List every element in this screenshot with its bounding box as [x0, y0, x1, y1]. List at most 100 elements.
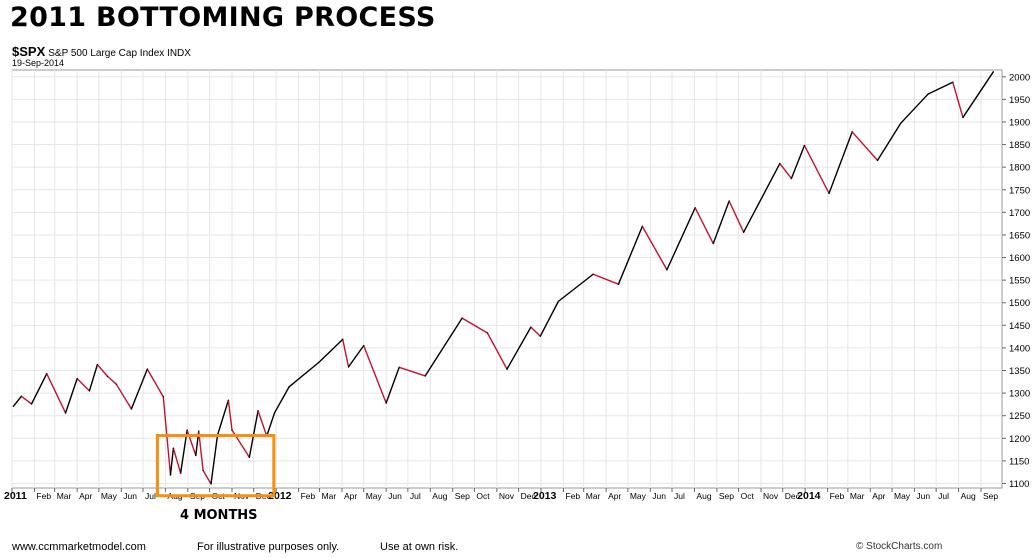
footer-site[interactable]: www.ccmmarketmodel.com [12, 541, 146, 553]
price-point [186, 429, 188, 431]
price-segment [342, 338, 350, 368]
price-point [64, 412, 67, 414]
price-point [666, 269, 668, 271]
price-point [828, 192, 830, 194]
y-tick-label: 1700 [1009, 208, 1030, 219]
price-point [557, 300, 559, 302]
price-point [46, 373, 48, 375]
x-tick-label: Apr [344, 491, 357, 501]
ticker-line: $SPX S&P 500 Large Cap Index INDX [12, 44, 191, 59]
x-tick-label: Oct [476, 491, 490, 501]
price-point [172, 447, 174, 449]
price-segment [424, 317, 463, 377]
y-tick-label: 1600 [1009, 253, 1030, 264]
price-point [461, 317, 463, 319]
price-segment [347, 344, 365, 368]
x-tick-label: Jul [938, 491, 949, 501]
price-segment [363, 344, 387, 404]
price-segment [486, 332, 508, 370]
x-tick-label: 2013 [533, 490, 557, 502]
x-tick-label: Dec [785, 491, 801, 501]
x-tick-label: May [894, 491, 911, 501]
footer-copyright: © StockCharts.com [856, 541, 943, 552]
price-point [363, 345, 365, 347]
chart-date: 19-Sep-2014 [12, 58, 65, 68]
price-point [876, 159, 879, 161]
price-point [790, 177, 793, 180]
x-tick-label: Apr [872, 491, 885, 501]
x-tick-label: Jul [674, 491, 685, 501]
price-segment [76, 377, 91, 392]
price-point [962, 116, 964, 119]
x-tick-label: Jun [123, 491, 137, 501]
x-tick-label: Mar [57, 491, 72, 501]
price-point [169, 474, 172, 476]
price-point [202, 469, 204, 471]
x-tick-label: Sep [455, 491, 470, 501]
x-tick-label: May [630, 491, 647, 501]
price-segment [248, 410, 259, 458]
price-segment [506, 326, 532, 370]
price-segment [712, 200, 730, 245]
ticker-symbol: $SPX [12, 44, 46, 59]
x-tick-label: Dec [521, 491, 537, 501]
x-tick-label: Aug [432, 491, 447, 501]
x-tick-label: May [366, 491, 383, 501]
price-segment [46, 372, 67, 414]
price-segment [186, 429, 197, 457]
x-tick-label: 2014 [797, 490, 821, 502]
price-segment [728, 200, 745, 233]
y-tick-label: 1550 [1009, 276, 1030, 287]
price-point [180, 472, 182, 474]
y-tick-label: 1100 [1009, 479, 1029, 490]
price-segment [257, 410, 268, 437]
price-segment [851, 131, 879, 162]
x-tick-label: Feb [565, 491, 580, 501]
x-tick-label: Mar [850, 491, 865, 501]
footer-note-risk: Use at own risk. [380, 541, 459, 553]
price-segment [539, 300, 560, 337]
price-point [486, 332, 489, 334]
price-segment [198, 430, 204, 472]
price-segment [952, 81, 964, 119]
price-segment [12, 395, 23, 407]
price-point [198, 430, 200, 432]
price-point [96, 364, 98, 366]
y-tick-label: 1200 [1009, 434, 1030, 445]
price-point [851, 131, 853, 133]
x-tick-label: May [101, 491, 118, 501]
chart-title: 2011 BOTTOMING PROCESS [10, 2, 436, 33]
price-segment [962, 71, 995, 119]
price-segment [530, 326, 541, 337]
x-tick-label: Apr [79, 491, 92, 501]
price-point [195, 454, 197, 457]
price-segment [30, 372, 48, 405]
price-point [30, 403, 33, 405]
price-segment [64, 377, 78, 414]
x-tick-label: Jul [410, 491, 421, 501]
price-point [76, 378, 78, 380]
price-segment [202, 469, 212, 485]
price-segment [557, 273, 594, 303]
price-point [506, 368, 508, 370]
x-tick-label: Nov [763, 491, 779, 501]
price-segment [876, 122, 902, 162]
x-tick-label: Feb [301, 491, 316, 501]
price-point [146, 368, 148, 370]
price-segment [115, 383, 133, 410]
price-segment [927, 81, 954, 95]
price-segment [617, 225, 644, 285]
y-tick-label: 1300 [1009, 389, 1030, 400]
price-segment [266, 411, 276, 437]
price-segment [318, 338, 344, 364]
price-segment [461, 317, 489, 334]
y-tick-label: 1500 [1009, 298, 1030, 309]
price-segment [130, 368, 149, 410]
price-point [88, 390, 91, 392]
price-point [342, 338, 344, 340]
price-segment [20, 395, 33, 405]
price-point [248, 456, 250, 458]
price-point [592, 273, 594, 275]
x-tick-label: 2011 [4, 490, 27, 502]
